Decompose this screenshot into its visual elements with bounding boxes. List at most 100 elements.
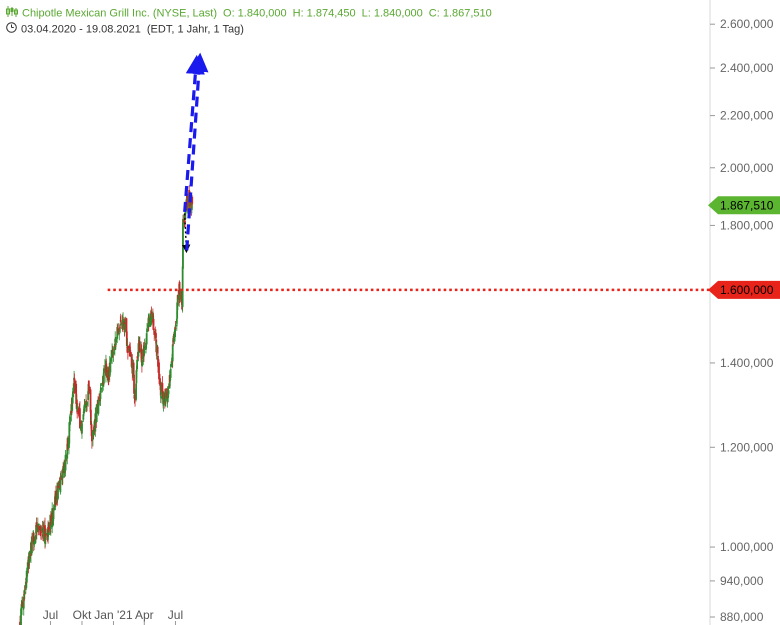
y-tick-label: 940,000 [720, 574, 764, 588]
candle-body [83, 406, 86, 407]
candle-body [37, 523, 40, 526]
candle-body [22, 596, 25, 609]
candle-body [153, 331, 156, 335]
candle [150, 313, 153, 325]
candle-body [100, 388, 103, 389]
candle-body [152, 318, 155, 326]
clock-icon [6, 22, 17, 37]
candle [50, 512, 53, 526]
x-tick-label: Jul [43, 608, 58, 622]
candle-body [126, 346, 129, 353]
candle [28, 550, 31, 569]
candle [48, 514, 51, 536]
candle-body [43, 526, 45, 539]
candle-body [155, 345, 158, 353]
candle-body [131, 364, 134, 375]
candle-body [87, 391, 90, 401]
candle-body [118, 332, 121, 335]
candle [160, 381, 163, 400]
candle-body [99, 387, 102, 390]
candle [165, 388, 168, 397]
candle-body [100, 385, 103, 386]
candle [59, 471, 62, 481]
candle-body [116, 327, 119, 339]
candle-body [133, 374, 135, 394]
candle-body [47, 522, 50, 530]
candle-body [87, 380, 90, 387]
candle-body [162, 394, 165, 396]
candle-body [28, 552, 31, 562]
candle-body [174, 327, 177, 329]
last-price-badge [708, 196, 780, 215]
pullback-arrow[interactable] [181, 213, 191, 254]
candle-body [79, 408, 81, 429]
range-header: 03.04.2020 - 19.08.2021 (EDT, 1 Jahr, 1 T… [6, 22, 244, 37]
candle [107, 369, 110, 386]
candlestick-icon [6, 6, 18, 21]
candle-body [57, 485, 60, 488]
candle-body [80, 425, 82, 431]
candle [138, 336, 141, 353]
candle [124, 316, 127, 330]
candle [177, 289, 180, 306]
candle-body [150, 313, 153, 320]
candle-body [143, 345, 146, 351]
candle-body [32, 532, 35, 544]
resistance-price-label: 1.600,000 [720, 283, 774, 297]
candles-group [19, 185, 194, 625]
candle-body [24, 581, 27, 590]
candle-body [62, 466, 65, 471]
candle [83, 399, 86, 413]
x-tick-label: Apr [135, 608, 154, 622]
instrument-header: Chipotle Mexican Grill Inc. (NYSE, Last)… [6, 6, 492, 21]
candle-body [109, 362, 112, 373]
candle-body [161, 383, 164, 393]
candle [93, 419, 96, 435]
candle [64, 449, 67, 477]
projection-arrow[interactable] [183, 54, 205, 213]
candle-body [34, 535, 37, 539]
candle-body [20, 608, 22, 625]
y-tick-label: 2.400,000 [720, 61, 774, 75]
candle [172, 333, 175, 347]
candle-body [85, 406, 88, 408]
candle-body [134, 394, 136, 401]
candle-body [25, 577, 28, 583]
candle-body [83, 408, 85, 414]
candle [100, 387, 103, 393]
candle [143, 338, 146, 355]
candle-body [174, 327, 177, 338]
candle-body [101, 382, 104, 387]
candle [38, 525, 41, 536]
candle-body [97, 399, 100, 406]
candle-body [105, 363, 108, 375]
candle [91, 428, 93, 449]
candle-body [191, 196, 194, 204]
candle-body [68, 422, 71, 444]
candle-body [72, 383, 75, 394]
candle-body [110, 357, 112, 362]
resistance-price-badge [708, 280, 780, 299]
date-range: 03.04.2020 - 19.08.2021 [21, 23, 141, 36]
candle-body [64, 454, 67, 471]
candle [45, 532, 48, 540]
candle [153, 328, 156, 341]
candle [117, 323, 120, 336]
candle [26, 562, 29, 578]
candle [148, 314, 151, 324]
candle-body [141, 359, 144, 367]
candle [40, 530, 43, 540]
candle-body [124, 321, 127, 323]
candle-body [26, 567, 29, 577]
candle-body [172, 341, 175, 343]
candle-body [38, 525, 41, 531]
candle-body [61, 468, 64, 479]
candle-body [149, 316, 152, 326]
candle [62, 461, 65, 474]
y-tick-label: 1.000,000 [720, 540, 774, 554]
candle-body [180, 291, 183, 302]
candle-body [92, 430, 94, 440]
y-tick-label: 2.000,000 [720, 161, 774, 175]
candle-body [99, 390, 102, 400]
